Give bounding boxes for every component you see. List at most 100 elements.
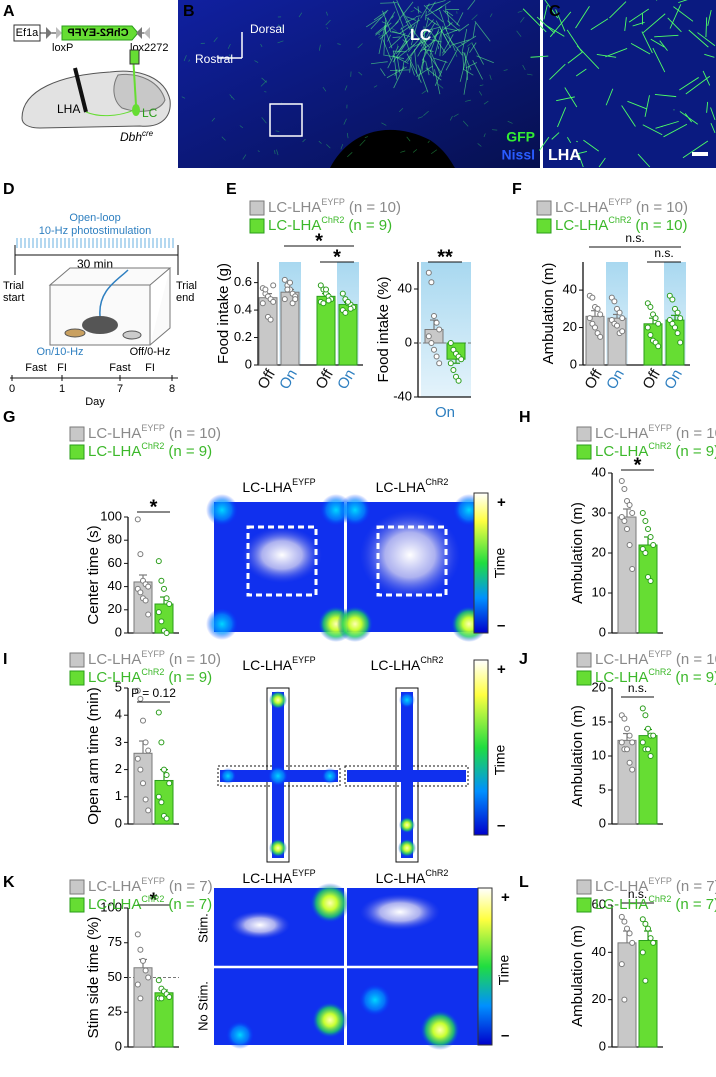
fiber (705, 17, 708, 38)
legend-n: (n = 10) (635, 217, 687, 234)
blob (220, 768, 236, 784)
fiber (405, 17, 417, 23)
fiber (429, 49, 442, 77)
group: LC-LHA (242, 870, 292, 886)
data-point (597, 333, 604, 340)
data-point (155, 793, 162, 800)
data-point (287, 279, 293, 286)
data-point (450, 346, 457, 353)
data-point (621, 996, 628, 1003)
lox (144, 27, 150, 39)
fiber (637, 153, 651, 168)
fiber (399, 19, 420, 34)
fiber (413, 7, 422, 13)
fiber (477, 143, 482, 147)
legend-name: LC-LHA (595, 425, 648, 442)
legend-swatch (536, 200, 552, 216)
legend-swatch (69, 897, 85, 913)
legend-swatch (536, 218, 552, 234)
fiber (710, 122, 716, 134)
legend-name: LC-LHA (88, 878, 141, 895)
fiber (702, 70, 711, 86)
fiber (422, 46, 443, 74)
significance: * (333, 246, 341, 268)
legend-label: LC-LHAEYFP (n = 10) (595, 423, 716, 442)
data-point (158, 799, 165, 806)
legend-sup: EYFP (141, 649, 165, 659)
data-point (626, 930, 633, 937)
fiber (445, 10, 454, 17)
data-point (155, 558, 162, 565)
y-axis-label: Ambulation (m) (569, 925, 586, 1027)
blob (322, 768, 338, 784)
data-point (629, 510, 636, 516)
blob (339, 494, 371, 526)
fast1: Fast (25, 362, 46, 374)
mouse-sup: cre (142, 129, 154, 138)
fiber (412, 149, 418, 153)
legend-name: LC-LHA (555, 217, 608, 234)
center-zone (376, 525, 448, 597)
data-point (270, 298, 277, 305)
fiber (437, 83, 444, 89)
legend-label: LC-LHAEYFP (n = 7) (88, 876, 213, 895)
panel-label: I (3, 651, 7, 668)
data-point (142, 739, 149, 746)
group-sup: ChR2 (425, 477, 448, 487)
blob (360, 894, 440, 930)
data-point (618, 913, 625, 920)
data-point (655, 343, 662, 350)
data-point (140, 717, 146, 724)
fiber (431, 33, 437, 39)
fiber (239, 125, 244, 129)
region-lha: LHA (57, 102, 80, 116)
fiber (387, 45, 399, 69)
fiber (410, 10, 415, 13)
data-point (292, 296, 299, 303)
data-point (647, 578, 654, 584)
fiber (391, 30, 411, 38)
fiber (467, 0, 476, 10)
legend-n: (n = 9) (675, 443, 716, 460)
fiber (375, 22, 392, 36)
fiber (673, 6, 694, 22)
day: 0 (9, 383, 15, 395)
colorbar (473, 659, 489, 836)
data-point (436, 360, 443, 367)
fiber (549, 63, 566, 80)
data-point (166, 993, 173, 1000)
stain-nissl: Nissl (502, 147, 535, 163)
group: LC-LHA (242, 479, 292, 495)
fiber (704, 53, 715, 58)
fiber (340, 144, 344, 150)
y-tick-label: 0 (599, 1038, 606, 1053)
x-tick-label: On (334, 366, 359, 392)
y-axis-label: Open arm time (min) (85, 687, 102, 825)
legend-sup: EYFP (141, 876, 165, 886)
fiber (277, 24, 283, 29)
stim2: 10-Hz photostimulation (39, 225, 152, 237)
legend-sup: ChR2 (141, 441, 164, 451)
fiber (557, 107, 567, 128)
data-point (624, 925, 630, 932)
bar (617, 516, 637, 634)
y-tick-label: 20 (592, 679, 606, 694)
data-point (642, 920, 649, 927)
fiber (479, 84, 484, 87)
mouse: Dbh (120, 130, 142, 144)
data-point (629, 566, 636, 572)
fiber (474, 21, 491, 42)
fiber (384, 54, 405, 59)
legend-n: (n = 7) (169, 878, 213, 895)
data-point (347, 305, 354, 312)
fiber (378, 24, 386, 55)
legend-n: (n = 10) (169, 425, 221, 442)
fiber (483, 133, 486, 138)
legend-sup: EYFP (608, 197, 632, 207)
y-tick-label: 0 (599, 815, 606, 830)
promoter: Ef1a (16, 27, 40, 39)
fiber (424, 17, 429, 33)
stain-gfp: GFP (506, 129, 535, 145)
fiber (471, 14, 478, 21)
